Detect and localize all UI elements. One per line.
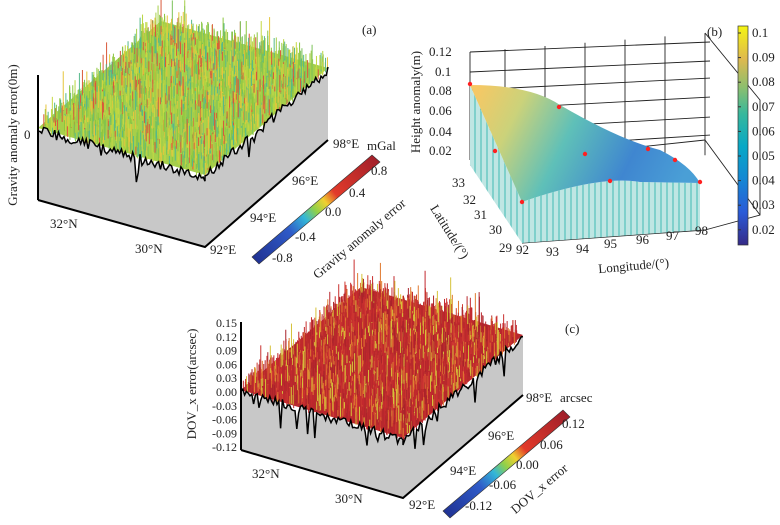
- y-tick-label: 29: [499, 240, 512, 255]
- y-tick-label: 33: [452, 175, 465, 190]
- z-tick-label: 0.06: [429, 103, 452, 118]
- z-tick-label: 0.02: [429, 143, 452, 158]
- x-tick-label: 96: [636, 232, 650, 247]
- colorbar-tick: 0.4: [349, 185, 366, 200]
- colorbar-tick-label: 0.02: [752, 222, 775, 237]
- colorbar-tick: 0.8: [371, 163, 387, 178]
- marker-point: [607, 178, 613, 184]
- dov-x-error-surface: [240, 259, 524, 498]
- z-axis-label: Height anomaly(m): [408, 51, 423, 153]
- left-wall: [470, 85, 522, 243]
- lon-tick-label: 94°E: [250, 210, 276, 225]
- base-axes: [37, 139, 329, 249]
- colorbar-tick: -0.4: [295, 229, 316, 244]
- lat-tick-label: 32°N: [50, 216, 78, 231]
- front-wall: [522, 180, 700, 243]
- x-tick-label: 92: [516, 242, 529, 257]
- grid-line: [469, 60, 711, 73]
- x-tick-label: 98: [695, 223, 708, 238]
- marker-points: [467, 81, 703, 205]
- z-tick-label: 0.12: [429, 44, 452, 59]
- x-tick-label: 93: [546, 244, 559, 259]
- y-tick-label: 32: [463, 192, 476, 207]
- colorbar-tick: -0.8: [272, 250, 293, 265]
- axes-box-edge: [704, 32, 761, 231]
- gravity-anomaly-error-surface: [37, 0, 329, 247]
- panel-c: 0.150.120.090.060.030.00-0.03-0.06-0.09-…: [184, 259, 593, 519]
- axes-box-edge: [704, 139, 761, 216]
- z-tick-label: 0.1: [435, 64, 451, 79]
- colorbar-tick-label: 0.1: [752, 25, 768, 40]
- colorbar-tick-label: 0.07: [752, 99, 775, 114]
- marker-point: [556, 104, 562, 110]
- marker-point: [645, 146, 651, 152]
- colorbar-tick-label: 0.08: [752, 74, 775, 89]
- y-tick-label: 30: [489, 222, 502, 237]
- y-axis-label: Latitude/(°): [427, 202, 472, 262]
- grid-line: [469, 41, 711, 53]
- colorbar-tick-label: 0.06: [752, 123, 775, 138]
- lat-tick-label: 30°N: [135, 241, 163, 256]
- colorbar-unit: mGal: [367, 138, 396, 153]
- marker-point: [467, 81, 473, 87]
- panel-label: (b): [707, 24, 722, 39]
- colorbar-tick-label: 0.09: [752, 50, 775, 65]
- z-tick-label: 0: [24, 127, 31, 142]
- surface-edge: [37, 66, 329, 183]
- x-tick-label: 94: [576, 241, 590, 256]
- panel-a: 0 Gravity anomaly error(0m) (a) 32°N 30°…: [5, 0, 409, 282]
- y-tick-label: 31: [474, 207, 487, 222]
- panel-label: (a): [362, 22, 376, 37]
- marker-point: [519, 199, 525, 205]
- colorbar-ticks: 0.1 0.09 0.08 0.07 0.06 0.05 0.04 0.03 0.02: [738, 25, 775, 237]
- colorbar-tick-label: 0.04: [752, 173, 775, 188]
- marker-point: [672, 157, 678, 163]
- colorbar-tick-label: 0.03: [752, 197, 775, 212]
- panel-b: 0.12 0.1 0.08 0.06 0.04 0.02 Height anom…: [408, 24, 775, 276]
- colorbar: [251, 154, 381, 265]
- height-anomaly-surface: [470, 85, 700, 202]
- lon-tick-label: 92°E: [210, 242, 236, 257]
- z-tick-label: 0.04: [429, 124, 452, 139]
- x-tick-label: 97: [666, 228, 680, 243]
- axes-box-edge: [521, 229, 706, 244]
- marker-point: [697, 179, 703, 185]
- z-axis-label: Gravity anomaly error(0m): [5, 64, 20, 206]
- marker-point: [582, 151, 588, 157]
- lon-tick-label: 96°E: [292, 173, 318, 188]
- marker-point: [492, 148, 498, 154]
- z-tick-label: 0.08: [429, 83, 452, 98]
- colorbar-tick-label: 0.05: [752, 148, 775, 163]
- colorbar-tick: 0.0: [325, 204, 341, 219]
- lon-tick-label: 98°E: [333, 136, 359, 151]
- colorbar: [737, 25, 749, 246]
- x-axis-label: Longitude/(°): [598, 255, 670, 276]
- x-tick-label: 95: [604, 236, 617, 251]
